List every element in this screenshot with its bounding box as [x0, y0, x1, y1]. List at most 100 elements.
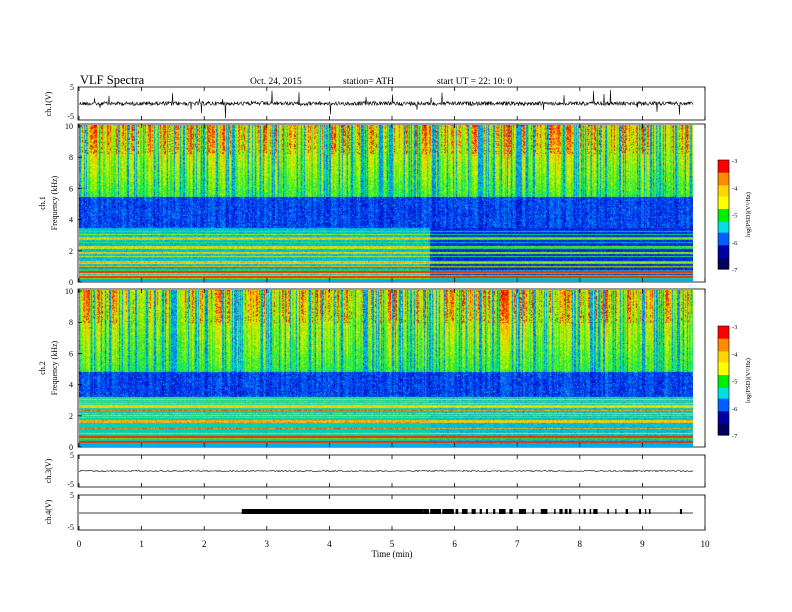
colorbar-swatch — [718, 249, 729, 252]
x-tick-label-6: 6 — [452, 539, 457, 549]
colorbar-swatch — [718, 400, 729, 403]
ch1-spectrogram-panel: 0 2 4 6 8 10 ch.1 Frequency (kHz) — [38, 122, 706, 287]
x-tick-labels: 0 1 2 3 4 5 6 7 8 9 10 — [77, 539, 710, 549]
colorbar-tick--4: -4 — [732, 185, 738, 192]
colorbar-swatch — [718, 194, 729, 197]
colorbar-swatch — [718, 420, 729, 423]
colorbar-1: -3 -4 -5 -6 -7 log(PSD)(V²/Hz) — [717, 158, 752, 274]
colorbar-label: log(PSD)(V²/Hz) — [745, 358, 752, 403]
ytick-10: 10 — [65, 287, 73, 296]
colorbar-swatch — [718, 238, 729, 241]
colorbar-swatch — [718, 333, 729, 336]
spec1-title: ch.1 — [38, 196, 47, 210]
ch3-ylabel: ch.3(V) — [44, 458, 53, 483]
colorbar-swatch — [718, 413, 729, 416]
colorbar-swatch — [718, 214, 729, 217]
colorbar-swatch — [718, 199, 729, 203]
colorbar-swatch — [718, 247, 729, 250]
ch3-ytick-top: 5 — [70, 451, 74, 460]
colorbar-swatch — [718, 232, 729, 236]
colorbar-swatch — [718, 415, 729, 418]
colorbar-swatch — [718, 192, 729, 196]
colorbar-swatch — [718, 353, 729, 356]
colorbar-swatch — [718, 198, 729, 201]
colorbar-swatch — [718, 216, 729, 219]
ytick-8: 8 — [69, 318, 73, 327]
colorbar-swatch — [718, 326, 729, 329]
ch4-bursts — [241, 509, 682, 514]
colorbar-swatch — [718, 196, 729, 199]
colorbar-swatch — [718, 395, 729, 398]
ch4-burst — [479, 509, 482, 514]
colorbar-swatch — [718, 165, 729, 168]
colorbar-swatch — [718, 329, 729, 333]
colorbar-swatch — [718, 267, 729, 270]
ytick-10: 10 — [65, 122, 73, 131]
colorbar-swatch — [718, 265, 729, 268]
ytick-6: 6 — [69, 184, 73, 193]
colorbar-swatch — [718, 389, 729, 392]
ch4-burst — [509, 509, 513, 514]
colorbar-swatch — [718, 367, 729, 371]
colorbar-swatch — [718, 254, 729, 257]
ch4-burst — [648, 509, 651, 514]
colorbar-swatch — [718, 229, 729, 232]
colorbar-swatch — [718, 345, 729, 349]
colorbar-swatch — [718, 336, 729, 340]
colorbar-swatch — [718, 382, 729, 385]
colorbar-swatch — [718, 212, 729, 216]
colorbar-swatch — [718, 179, 729, 183]
x-tick-label-4: 4 — [327, 539, 332, 549]
colorbar-swatch — [718, 425, 729, 429]
colorbar-swatch — [718, 338, 729, 342]
colorbar-frame — [717, 325, 730, 436]
colorbar-swatch — [718, 335, 729, 338]
colorbar-tick--7: -7 — [732, 433, 738, 440]
colorbar-tick--7: -7 — [732, 267, 738, 274]
colorbar-swatch — [718, 376, 729, 380]
colorbar-swatch — [718, 342, 729, 345]
ch1-trace — [78, 89, 694, 119]
start-time-label: start UT = 22: 10: 0 — [437, 77, 512, 87]
colorbar-swatch — [718, 174, 729, 177]
colorbar-swatch — [718, 241, 729, 245]
x-tick-label-7: 7 — [515, 539, 520, 549]
ytick-2: 2 — [69, 412, 73, 421]
colorbar-swatch — [718, 183, 729, 187]
ch4-burst — [498, 509, 506, 514]
x-tick-label-9: 9 — [640, 539, 645, 549]
colorbar-swatch — [718, 160, 729, 163]
colorbar-swatch — [718, 351, 729, 354]
colorbar-swatch — [718, 391, 729, 394]
colorbar-swatch — [718, 185, 729, 188]
ch4-burst — [593, 509, 598, 514]
ch4-waveform-panel: 5 -5 ch.4(V) — [44, 491, 706, 532]
colorbar-swatch — [718, 358, 729, 362]
colorbar-swatch — [718, 258, 729, 261]
x-tick-label-3: 3 — [265, 539, 270, 549]
colorbar-swatch — [718, 259, 729, 263]
ch4-burst — [583, 509, 586, 514]
colorbar-swatch — [718, 409, 729, 412]
colorbar-swatch — [718, 404, 729, 407]
spec2-ylabel: Frequency (kHz) — [50, 340, 59, 395]
x-tick-label-1: 1 — [139, 539, 144, 549]
colorbar-swatch — [718, 378, 729, 382]
ch4-burst — [423, 509, 430, 514]
colorbar-swatch — [718, 373, 729, 376]
colorbar-swatch — [718, 433, 729, 436]
colorbar-swatch — [718, 239, 729, 243]
colorbar-swatch — [718, 245, 729, 248]
ytick-0: 0 — [69, 278, 73, 287]
ch4-burst — [607, 509, 609, 514]
ytick-8: 8 — [69, 153, 73, 162]
ch1-ytick-top: 5 — [70, 83, 74, 92]
colorbar-tick--6: -6 — [732, 406, 738, 413]
colorbar-swatch — [718, 340, 729, 343]
colorbar-swatch — [718, 360, 729, 363]
colorbar-swatch — [718, 243, 729, 246]
ytick-6: 6 — [69, 349, 73, 358]
x-tick-marks — [78, 87, 706, 530]
colorbar-swatch — [718, 210, 729, 214]
